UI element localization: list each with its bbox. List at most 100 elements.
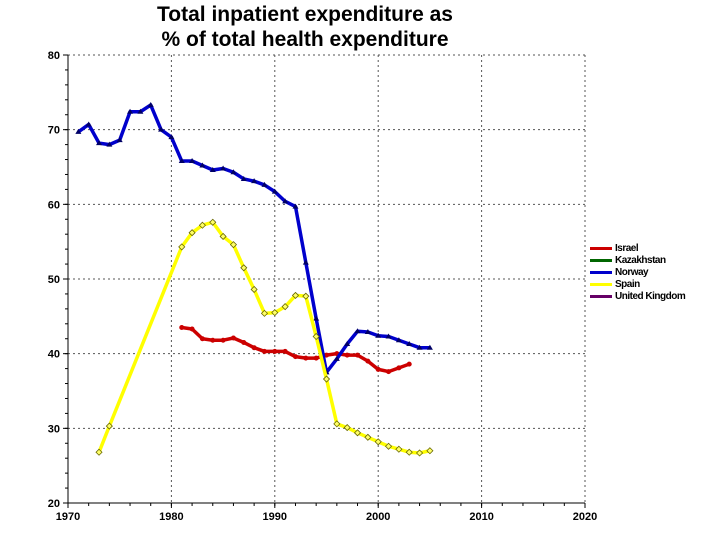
data-point-israel bbox=[355, 352, 361, 358]
data-point-spain bbox=[291, 291, 300, 299]
data-point-spain bbox=[250, 285, 258, 294]
data-point-israel bbox=[282, 348, 288, 354]
data-point-spain bbox=[312, 332, 320, 341]
data-point-israel bbox=[230, 335, 236, 341]
data-point-israel bbox=[396, 365, 402, 371]
data-point-norway bbox=[282, 198, 289, 204]
x-tick-label: 1980 bbox=[159, 511, 183, 523]
legend-swatch bbox=[590, 258, 612, 262]
data-point-norway bbox=[158, 126, 165, 132]
data-point-spain bbox=[395, 445, 403, 453]
legend-item: Norway bbox=[590, 266, 685, 278]
legend-label: United Kingdom bbox=[615, 290, 686, 302]
data-point-norway bbox=[147, 102, 154, 108]
legend-label: Kazakhstan bbox=[615, 254, 666, 266]
data-point-spain bbox=[178, 243, 186, 251]
data-point-norway bbox=[344, 340, 351, 346]
data-point-norway bbox=[364, 329, 371, 335]
legend-item: United Kingdom bbox=[590, 290, 686, 302]
data-point-norway bbox=[416, 344, 423, 350]
legend-item: Israel bbox=[590, 242, 685, 254]
data-point-israel bbox=[189, 326, 195, 332]
series-line-norway bbox=[77, 103, 430, 375]
x-tick-label: 2010 bbox=[469, 511, 493, 523]
data-point-israel bbox=[292, 354, 298, 360]
title-line-2: % of total health expenditure bbox=[161, 28, 449, 51]
data-point-spain bbox=[229, 241, 238, 249]
legend-swatch bbox=[590, 270, 612, 274]
data-point-spain bbox=[271, 309, 279, 317]
data-point-norway bbox=[426, 344, 433, 350]
data-point-norway bbox=[199, 162, 206, 168]
legend-swatch bbox=[590, 282, 612, 286]
data-point-norway bbox=[75, 128, 82, 134]
data-point-israel bbox=[324, 352, 329, 358]
x-tick-label: 2000 bbox=[366, 511, 390, 523]
data-point-israel bbox=[220, 337, 226, 343]
data-point-norway bbox=[313, 315, 320, 321]
data-point-norway bbox=[96, 140, 103, 146]
y-tick-label: 60 bbox=[48, 199, 60, 211]
data-point-israel bbox=[375, 366, 381, 372]
data-point-norway bbox=[292, 203, 299, 209]
title-line-1: Total inpatient expenditure as bbox=[157, 3, 453, 26]
data-point-norway bbox=[116, 137, 123, 143]
data-point-israel bbox=[365, 358, 371, 364]
data-point-norway bbox=[302, 259, 309, 265]
data-point-spain bbox=[302, 292, 310, 300]
data-point-norway bbox=[127, 108, 134, 114]
y-tick-label: 20 bbox=[48, 498, 60, 510]
legend-label: Israel bbox=[615, 242, 639, 254]
data-point-norway bbox=[354, 328, 361, 334]
data-point-spain bbox=[219, 232, 227, 241]
data-point-israel bbox=[344, 352, 350, 358]
y-tick-label: 40 bbox=[48, 349, 60, 361]
data-point-spain bbox=[281, 303, 289, 311]
data-point-norway bbox=[271, 188, 278, 194]
data-point-israel bbox=[386, 369, 392, 375]
legend: Israel Kazakhstan Norway Spain United Kingdo… bbox=[590, 242, 686, 302]
data-point-norway bbox=[168, 134, 175, 140]
data-point-norway bbox=[209, 166, 216, 172]
data-point-norway bbox=[85, 121, 92, 127]
data-point-israel bbox=[261, 348, 267, 354]
legend-label: Norway bbox=[615, 266, 649, 278]
y-tick-label: 80 bbox=[48, 50, 60, 62]
data-point-norway bbox=[137, 108, 144, 114]
data-point-spain bbox=[374, 438, 382, 446]
data-point-israel bbox=[179, 325, 185, 331]
data-point-norway bbox=[385, 333, 392, 339]
data-point-israel bbox=[272, 348, 278, 354]
data-point-israel bbox=[251, 345, 257, 351]
legend-item: Spain bbox=[590, 278, 685, 290]
data-point-norway bbox=[261, 181, 268, 187]
data-point-israel bbox=[313, 355, 319, 361]
x-tick-label: 1990 bbox=[263, 511, 287, 523]
data-point-spain bbox=[209, 218, 217, 226]
legend-swatch bbox=[590, 294, 612, 298]
data-point-spain bbox=[322, 375, 331, 383]
data-point-norway bbox=[189, 158, 196, 164]
data-point-spain bbox=[188, 229, 196, 237]
y-tick-label: 70 bbox=[48, 125, 60, 137]
data-point-spain bbox=[364, 433, 372, 441]
data-point-norway bbox=[395, 337, 402, 343]
data-point-spain bbox=[415, 449, 424, 457]
data-point-norway bbox=[240, 175, 247, 181]
legend-item: Kazakhstan bbox=[590, 254, 685, 266]
data-point-spain bbox=[384, 442, 393, 450]
data-point-israel bbox=[210, 337, 216, 343]
data-point-israel bbox=[406, 361, 412, 367]
data-point-norway bbox=[106, 141, 113, 147]
data-point-spain bbox=[353, 429, 362, 437]
data-point-spain bbox=[426, 447, 434, 455]
data-point-norway bbox=[220, 165, 227, 171]
x-tick-label: 2020 bbox=[573, 511, 597, 523]
data-point-norway bbox=[406, 340, 413, 346]
legend-swatch bbox=[590, 246, 612, 250]
data-point-spain bbox=[95, 448, 103, 456]
data-point-norway bbox=[333, 355, 340, 361]
x-tick-label: 1970 bbox=[56, 511, 80, 523]
data-point-norway bbox=[178, 158, 185, 164]
data-point-spain bbox=[343, 424, 351, 432]
